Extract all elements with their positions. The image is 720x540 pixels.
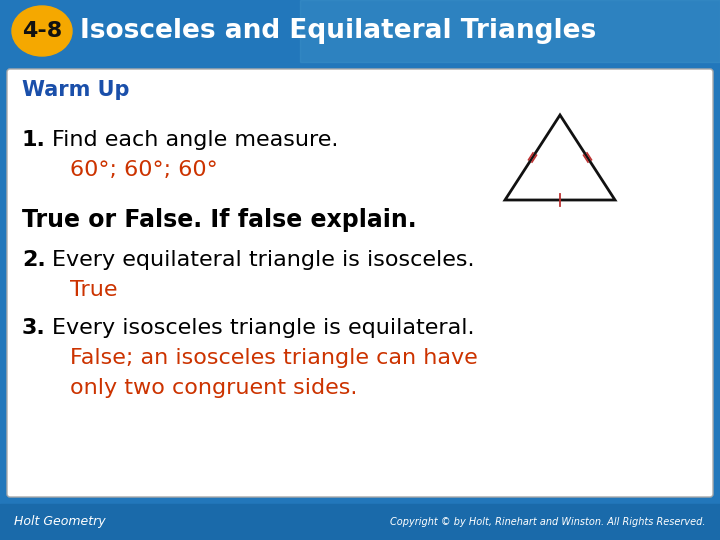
- Text: 60°; 60°; 60°: 60°; 60°; 60°: [70, 160, 217, 180]
- Text: only two congruent sides.: only two congruent sides.: [70, 378, 357, 398]
- Ellipse shape: [12, 6, 72, 56]
- Text: 3.: 3.: [22, 318, 46, 338]
- Bar: [300, 0, 720, 62]
- Text: Every equilateral triangle is isosceles.: Every equilateral triangle is isosceles.: [52, 250, 474, 270]
- Text: 2.: 2.: [22, 250, 46, 270]
- Text: 4-8: 4-8: [22, 21, 62, 41]
- Text: Every isosceles triangle is equilateral.: Every isosceles triangle is equilateral.: [52, 318, 474, 338]
- Bar: [0, 0, 720, 62]
- FancyBboxPatch shape: [7, 69, 713, 497]
- Text: Holt Geometry: Holt Geometry: [14, 516, 106, 529]
- Text: 1.: 1.: [22, 130, 46, 150]
- Text: False; an isosceles triangle can have: False; an isosceles triangle can have: [70, 348, 478, 368]
- Bar: [0, 504, 720, 540]
- Text: Copyright © by Holt, Rinehart and Winston. All Rights Reserved.: Copyright © by Holt, Rinehart and Winsto…: [390, 517, 706, 527]
- Text: Warm Up: Warm Up: [22, 80, 130, 100]
- Text: True: True: [70, 280, 117, 300]
- Text: Find each angle measure.: Find each angle measure.: [52, 130, 338, 150]
- Text: Isosceles and Equilateral Triangles: Isosceles and Equilateral Triangles: [80, 18, 596, 44]
- Text: True or False. If false explain.: True or False. If false explain.: [22, 208, 417, 232]
